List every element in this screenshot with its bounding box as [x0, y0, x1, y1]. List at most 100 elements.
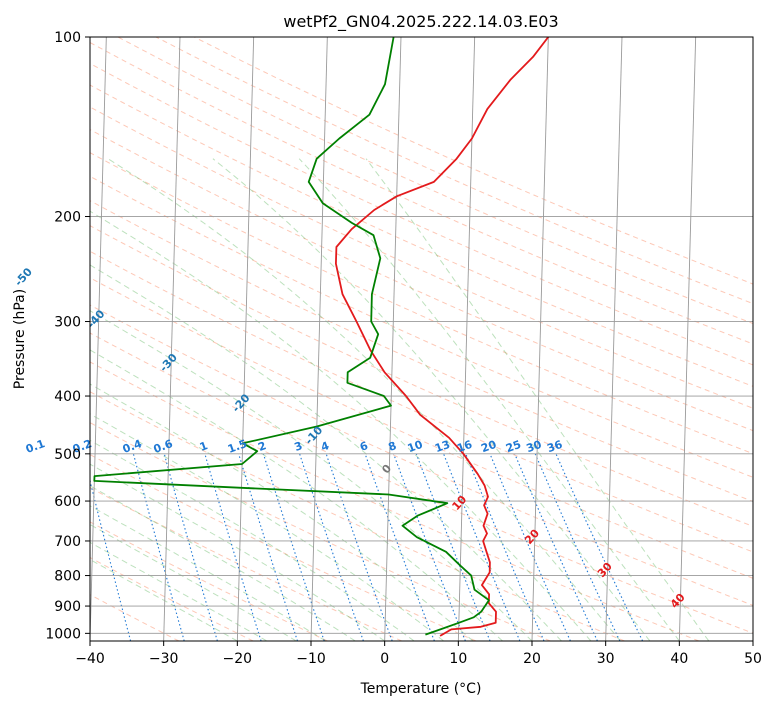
isotherm [605, 37, 623, 641]
isotherm-label: -30 [157, 351, 180, 375]
dry-adiabat [90, 152, 753, 455]
mixing-ratio-label: 0.4 [121, 437, 144, 456]
dry-adiabat [90, 332, 753, 634]
mixing-ratio-line [90, 478, 132, 641]
isotherm-label: -50 [12, 265, 35, 289]
mixing-ratio-label: 4 [319, 439, 331, 454]
moist-adiabat [90, 264, 562, 641]
isotherm [163, 37, 181, 641]
mixing-ratio-label: 16 [455, 438, 474, 456]
moist-adiabat [90, 383, 474, 641]
mixing-ratio-label: 30 [525, 438, 544, 456]
isotherm-label: 10 [449, 493, 469, 513]
grid-lines [90, 37, 753, 641]
background-lines [90, 37, 753, 641]
mixing-ratio-label: 20 [479, 438, 498, 456]
x-tick-label: −20 [223, 651, 253, 667]
profiles [93, 37, 550, 637]
isotherm [678, 37, 697, 641]
mixing-ratio-line [163, 453, 218, 641]
mixing-ratio-label: 13 [433, 438, 452, 455]
isotherm [310, 37, 328, 641]
dry-adiabat [90, 391, 625, 641]
isotherm-label: 0 [379, 462, 394, 477]
y-axis-label: Pressure (hPa) [12, 289, 28, 389]
plot-frame [89, 36, 754, 642]
y-tick-label: 700 [54, 534, 81, 550]
dry-adiabat [90, 487, 402, 641]
x-tick-label: −10 [296, 651, 326, 667]
mixing-ratio-label: 1.5 [226, 437, 249, 456]
dry-adiabat [90, 84, 753, 387]
x-axis: −40 −30 −20 −10 0 10 20 30 40 50 [75, 641, 762, 667]
mixing-ratio-label: 0.1 [24, 437, 47, 456]
mixing-ratio-line [534, 453, 621, 641]
mixing-ratio-line [132, 453, 185, 641]
dry-adiabat [90, 41, 753, 345]
isotherm [90, 37, 107, 641]
moist-adiabat [90, 541, 268, 641]
dry-adiabat [90, 63, 753, 366]
chart-title: wetPf2_GN04.2025.222.14.03.E03 [283, 12, 558, 32]
dry-adiabat [90, 200, 753, 502]
moist-adiabat [90, 485, 356, 641]
isotherm-label: 20 [522, 527, 542, 547]
mixing-ratio-label: 10 [406, 438, 425, 456]
mixing-ratio-line [238, 453, 299, 641]
x-axis-label: Temperature (°C) [360, 681, 482, 697]
mixing-ratio-label: 0.2 [71, 437, 94, 456]
dry-adiabat [90, 361, 700, 641]
y-tick-label: 100 [54, 30, 81, 46]
isotherm-label: -20 [230, 391, 253, 415]
mixing-ratio-line [364, 453, 435, 641]
moist-adiabat [90, 558, 238, 641]
mixing-ratio-label: 0.6 [152, 437, 175, 456]
mixing-ratio-line [204, 453, 262, 641]
x-tick-label: 50 [744, 651, 762, 667]
mixing-ratio-label: 8 [387, 439, 399, 454]
dry-adiabat [90, 594, 180, 641]
x-tick-label: −30 [149, 651, 179, 667]
y-tick-label: 500 [54, 447, 81, 463]
moist-adiabat [298, 158, 680, 641]
moist-adiabat [90, 413, 444, 641]
moist-adiabat [90, 463, 385, 641]
dry-adiabat [90, 277, 753, 579]
moist-adiabat [90, 310, 533, 641]
y-tick-label: 400 [54, 389, 81, 405]
y-tick-label: 900 [54, 599, 81, 615]
isotherm [384, 37, 402, 641]
mixing-ratio-line [465, 453, 545, 641]
y-tick-label: 200 [54, 210, 81, 226]
dewpoint-profile [93, 37, 490, 636]
dry-adiabat [90, 250, 753, 553]
line-labels: 0.10.20.40.611.52346810131620253036-100-… [12, 265, 688, 611]
x-tick-label: 10 [449, 651, 467, 667]
moist-adiabat [90, 210, 592, 641]
moist-adiabat [107, 158, 621, 641]
y-tick-label: 300 [54, 315, 81, 331]
dry-adiabat [155, 37, 753, 305]
mixing-ratio-label: 3 [293, 439, 305, 454]
mixing-ratio-line [262, 453, 325, 641]
dry-adiabat [90, 556, 254, 641]
dry-adiabat [90, 453, 477, 641]
mixing-ratio-label: 2 [256, 439, 268, 454]
y-axis: 100 200 300 400 500 600 700 800 900 1000 [45, 30, 90, 642]
dry-adiabat [90, 304, 753, 606]
x-tick-label: −40 [75, 651, 105, 667]
dry-adiabat [90, 106, 753, 409]
mixing-ratio-line [325, 453, 393, 641]
mixing-ratio-line [555, 453, 644, 641]
mixing-ratio-line [443, 453, 521, 641]
moist-adiabat [212, 158, 651, 641]
x-tick-label: 40 [670, 651, 688, 667]
isotherm-label: -40 [85, 307, 108, 331]
y-tick-label: 800 [54, 569, 81, 585]
isotherm [752, 624, 753, 641]
mixing-ratio-line [514, 453, 598, 641]
mixing-ratio-label: 6 [358, 439, 370, 454]
mixing-ratio-line [299, 453, 364, 641]
